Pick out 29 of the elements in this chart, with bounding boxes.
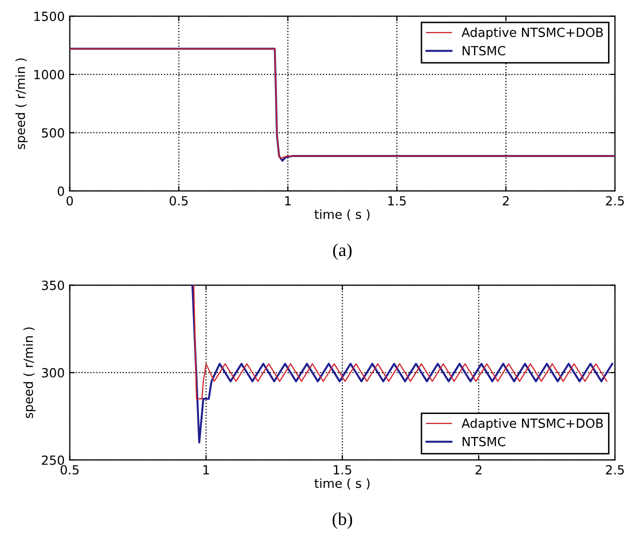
x-tick-label: 0.5 [170, 196, 188, 206]
x-tick-label: 1 [285, 196, 291, 206]
x-tick-label: 2 [502, 196, 509, 206]
y-tick-label: 250 [42, 455, 64, 465]
y-tick-label: 1000 [34, 70, 64, 80]
y-tick-label: 1500 [34, 12, 64, 22]
x-tick-label: 1.5 [388, 196, 406, 206]
x-tick-label: 0.5 [60, 465, 79, 475]
x-axis-title: time ( s ) [314, 478, 370, 490]
x-tick-label: 2.5 [606, 196, 624, 206]
text: (b) [332, 512, 352, 529]
y-tick-label: 500 [42, 128, 64, 138]
legend-label: NTSMC [462, 436, 506, 446]
x-tick-label: 1 [203, 465, 209, 474]
x-tick-label: 2 [476, 465, 482, 474]
text: (a) [333, 243, 352, 260]
x-tick-label: 0 [66, 196, 73, 206]
x-tick-label: 2.5 [606, 465, 624, 475]
x-tick-label: 1.5 [334, 465, 352, 475]
y-axis-title: speed ( r/min ) [23, 327, 36, 418]
legend-label: Adaptive NTSMC+DOB [462, 27, 603, 40]
y-tick-label: 0 [58, 186, 64, 196]
legend-label: NTSMC [462, 46, 506, 56]
y-axis-title: speed ( r/min ) [15, 58, 28, 150]
y-tick-label: 300 [42, 368, 64, 378]
legend-label: Adaptive NTSMC+DOB [462, 418, 603, 430]
y-tick-label: 350 [42, 280, 64, 290]
x-axis-title: time ( s ) [314, 209, 370, 220]
line-series [193, 285, 608, 400]
